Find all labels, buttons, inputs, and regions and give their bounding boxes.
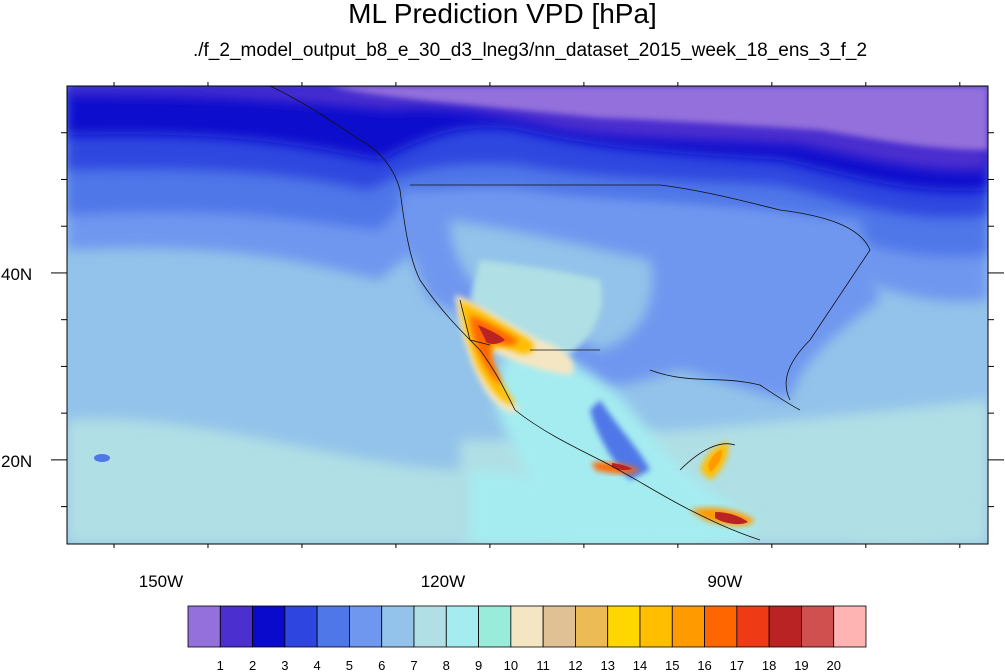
colorbar-swatch: [510, 605, 544, 648]
colorbar-swatch: [607, 605, 641, 648]
colorbar-label: 7: [410, 658, 417, 672]
colorbar-swatch: [478, 605, 512, 648]
colorbar-swatch: [542, 605, 576, 648]
latitude-axis: 40N 20N: [1, 132, 1004, 508]
map-field: [67, 86, 988, 544]
colorbar-label: 8: [443, 658, 450, 672]
colorbar-swatch: [284, 605, 318, 648]
map-title: ML Prediction VPD [hPa]: [348, 0, 657, 29]
colorbar-label: 9: [475, 658, 482, 672]
colorbar-label: 20: [826, 658, 840, 672]
longitude-axis: 150W 120W 90W: [113, 82, 961, 591]
colorbar-label: 19: [794, 658, 808, 672]
map-frame: [66, 85, 989, 545]
colorbar-swatch: [413, 605, 447, 648]
colorbar-label: 11: [536, 658, 550, 672]
colorbar-label: 3: [281, 658, 288, 672]
colorbar-label: 12: [568, 658, 582, 672]
colorbar-label: 6: [378, 658, 385, 672]
colorbar-label: 17: [730, 658, 744, 672]
colorbar-swatch: [445, 605, 479, 648]
colorbar-label: 16: [697, 658, 711, 672]
colorbar-swatch: [671, 605, 705, 648]
colorbar-label: 1: [217, 658, 224, 672]
colorbar-swatch: [187, 605, 221, 648]
colorbar-swatch: [704, 605, 738, 648]
colorbar-label: 4: [314, 658, 321, 672]
colorbar-swatch: [768, 605, 802, 648]
lat-tick-label: 40N: [1, 265, 32, 284]
lon-tick-label: 90W: [707, 572, 742, 591]
colorbar: 1 2 3 4 5 6 7 8 9 10 11 12 13 14 15 16 17 18 19 20: [187, 605, 867, 672]
colorbar-swatch: [575, 605, 609, 648]
colorbar-label: 10: [504, 658, 518, 672]
colorbar-swatch: [349, 605, 383, 648]
colorbar-label: 13: [600, 658, 614, 672]
colorbar-swatch: [833, 605, 867, 648]
colorbar-label: 15: [665, 658, 679, 672]
colorbar-swatch: [252, 605, 286, 648]
map-subtitle: ./f_2_model_output_b8_e_30_d3_lneg3/nn_d…: [192, 40, 868, 61]
coastlines: [269, 86, 871, 541]
colorbar-swatch: [639, 605, 673, 648]
colorbar-label: 14: [633, 658, 647, 672]
colorbar-swatch: [801, 605, 835, 648]
colorbar-swatch: [736, 605, 770, 648]
colorbar-swatch: [381, 605, 415, 648]
lat-tick-label: 20N: [1, 452, 32, 471]
lon-tick-label: 120W: [421, 572, 465, 591]
colorbar-swatch: [316, 605, 350, 648]
colorbar-swatch: [219, 605, 253, 648]
colorbar-label: 5: [346, 658, 353, 672]
colorbar-label: 18: [762, 658, 776, 672]
lon-tick-label: 150W: [139, 572, 183, 591]
colorbar-label: 2: [249, 658, 256, 672]
